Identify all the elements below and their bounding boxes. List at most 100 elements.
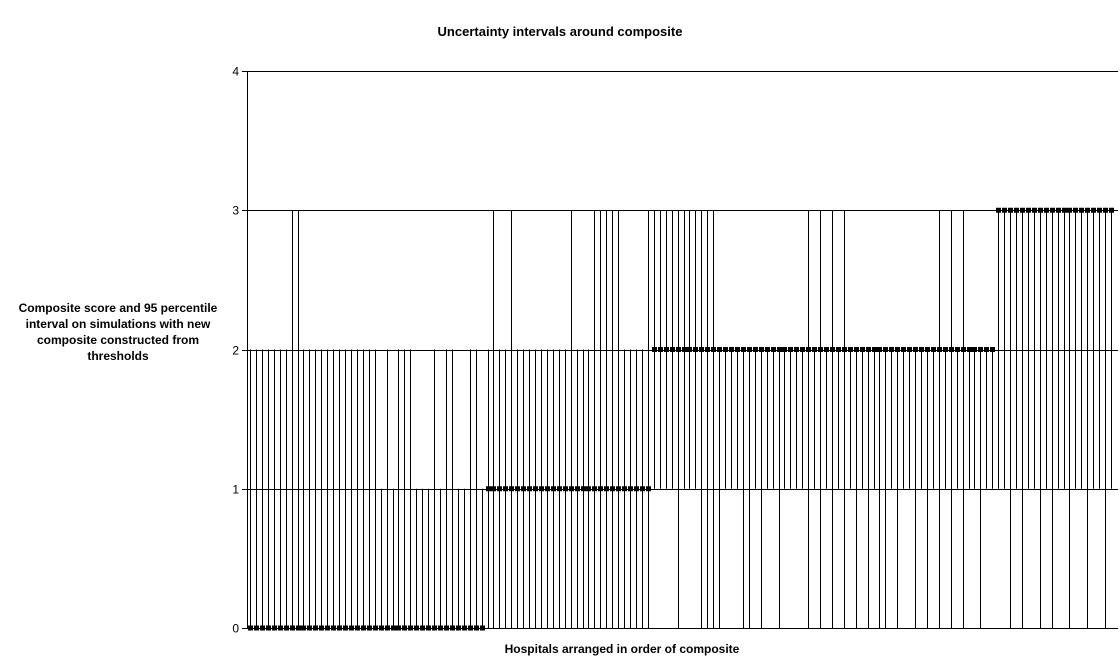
composite-point bbox=[877, 347, 882, 352]
composite-point bbox=[1014, 207, 1019, 213]
composite-point bbox=[581, 486, 586, 492]
composite-point bbox=[1026, 207, 1031, 213]
composite-point bbox=[664, 347, 669, 352]
composite-point bbox=[385, 625, 390, 631]
composite-point bbox=[325, 625, 330, 631]
composite-point bbox=[533, 486, 538, 492]
composite-point bbox=[569, 486, 574, 492]
composite-point bbox=[866, 347, 871, 352]
composite-point bbox=[848, 347, 853, 352]
composite-point bbox=[361, 625, 366, 631]
composite-point bbox=[729, 347, 734, 352]
composite-point bbox=[331, 625, 336, 631]
composite-point bbox=[373, 625, 378, 631]
composite-point bbox=[640, 486, 645, 492]
composite-point bbox=[972, 347, 977, 352]
composite-point bbox=[687, 347, 692, 352]
axes bbox=[242, 71, 248, 629]
composite-point bbox=[765, 347, 770, 352]
composite-point bbox=[741, 347, 746, 352]
composite-point bbox=[782, 347, 787, 352]
composite-point bbox=[961, 347, 966, 352]
y-tick-label-1: 1 bbox=[232, 483, 239, 497]
composite-point bbox=[830, 347, 835, 352]
composite-point bbox=[836, 347, 841, 352]
composite-point bbox=[901, 347, 906, 352]
composite-point bbox=[254, 625, 259, 631]
composite-point bbox=[895, 347, 900, 352]
composite-point bbox=[747, 347, 752, 352]
composite-point bbox=[563, 486, 568, 492]
composite-point bbox=[658, 347, 663, 352]
composite-point bbox=[509, 486, 514, 492]
composite-point bbox=[717, 347, 722, 352]
composite-point bbox=[990, 347, 995, 352]
composite-point bbox=[978, 347, 983, 352]
composite-point bbox=[676, 347, 681, 352]
composite-point bbox=[503, 486, 508, 492]
composite-point bbox=[432, 625, 437, 631]
composite-point bbox=[527, 486, 532, 492]
composite-point bbox=[860, 347, 865, 352]
composite-point bbox=[491, 486, 496, 492]
composite-point bbox=[1038, 207, 1043, 213]
composite-point bbox=[575, 486, 580, 492]
composite-point bbox=[949, 347, 954, 352]
composite-point bbox=[1079, 207, 1084, 213]
composite-point bbox=[266, 625, 271, 631]
composite-point bbox=[955, 347, 960, 352]
composite-point bbox=[1008, 207, 1013, 213]
composite-point bbox=[349, 625, 354, 631]
composite-point bbox=[414, 625, 419, 631]
composite-point bbox=[670, 347, 675, 352]
composite-point bbox=[586, 486, 591, 492]
composite-point bbox=[420, 625, 425, 631]
composite-point bbox=[438, 625, 443, 631]
composite-point bbox=[313, 625, 318, 631]
composite-point bbox=[753, 347, 758, 352]
composite-point bbox=[450, 625, 455, 631]
composite-point bbox=[480, 625, 485, 631]
composite-point bbox=[812, 347, 817, 352]
interval-lines bbox=[250, 210, 1112, 628]
composite-points bbox=[248, 207, 1114, 631]
y-tick-label-4: 4 bbox=[232, 65, 239, 79]
composite-point bbox=[682, 347, 687, 352]
y-tick-label-2: 2 bbox=[232, 344, 239, 358]
x-axis-label: Hospitals arranged in order of composite bbox=[504, 642, 740, 656]
composite-point bbox=[343, 625, 348, 631]
composite-point bbox=[711, 347, 716, 352]
composite-point bbox=[771, 347, 776, 352]
composite-point bbox=[1002, 207, 1007, 213]
composite-point bbox=[551, 486, 556, 492]
composite-point bbox=[1085, 207, 1090, 213]
composite-point bbox=[652, 347, 657, 352]
composite-point bbox=[723, 347, 728, 352]
composite-point bbox=[646, 486, 651, 492]
composite-point bbox=[913, 347, 918, 352]
composite-point bbox=[444, 625, 449, 631]
composite-point bbox=[557, 486, 562, 492]
composite-point bbox=[777, 347, 782, 352]
composite-point bbox=[396, 625, 401, 631]
composite-point bbox=[1062, 207, 1067, 213]
composite-point bbox=[521, 486, 526, 492]
composite-point bbox=[806, 347, 811, 352]
composite-point bbox=[883, 347, 888, 352]
composite-point bbox=[1103, 207, 1108, 213]
composite-point bbox=[367, 625, 372, 631]
composite-point bbox=[925, 347, 930, 352]
composite-point bbox=[1073, 207, 1078, 213]
composite-point bbox=[622, 486, 627, 492]
composite-point bbox=[931, 347, 936, 352]
composite-point bbox=[301, 625, 306, 631]
composite-point bbox=[391, 625, 396, 631]
composite-point bbox=[1044, 207, 1049, 213]
composite-point bbox=[937, 347, 942, 352]
composite-point bbox=[278, 625, 283, 631]
composite-point bbox=[699, 347, 704, 352]
composite-point bbox=[735, 347, 740, 352]
chart-title: Uncertainty intervals around composite bbox=[437, 24, 683, 39]
composite-point bbox=[379, 625, 384, 631]
